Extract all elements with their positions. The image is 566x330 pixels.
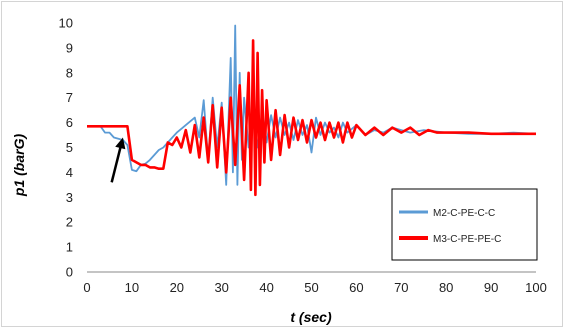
- series-layer: [87, 24, 537, 197]
- x-tick-label: 10: [125, 280, 139, 295]
- x-tick-labels: 0 10 20 30 40 50 60 70 80 90 100: [83, 280, 546, 295]
- y-tick-label: 7: [66, 90, 73, 105]
- y-tick-label: 10: [59, 16, 73, 31]
- legend-label-m3: M3-C-PE-PE-C: [433, 234, 501, 245]
- x-tick-label: 30: [214, 280, 228, 295]
- y-tick-label: 9: [66, 40, 73, 55]
- y-tick-label: 2: [66, 215, 73, 230]
- x-tick-label: 40: [259, 280, 273, 295]
- y-tick-label: 5: [66, 140, 73, 155]
- y-tick-label: 8: [66, 65, 73, 80]
- x-tick-label: 90: [484, 280, 498, 295]
- x-axis-title: t (sec): [290, 309, 332, 325]
- annotation-layer: [110, 137, 126, 183]
- arrow-annotation-head: [115, 137, 126, 150]
- x-tick-label: 80: [439, 280, 453, 295]
- x-tick-label: 70: [394, 280, 408, 295]
- y-tick-label: 3: [66, 190, 73, 205]
- y-tick-label: 1: [66, 240, 73, 255]
- x-tick-label: 0: [83, 280, 90, 295]
- series-line-m3: [87, 39, 536, 197]
- y-tick-label: 4: [66, 165, 73, 180]
- legend-label-m2: M2-C-PE-C-C: [433, 208, 495, 219]
- series-line-m2: [87, 24, 537, 186]
- arrow-annotation-shaft: [110, 145, 123, 183]
- y-tick-label: 6: [66, 115, 73, 130]
- x-tick-label: 20: [170, 280, 184, 295]
- legend: M2-C-PE-C-C M3-C-PE-PE-C: [391, 188, 538, 261]
- y-tick-label: 0: [66, 265, 73, 280]
- y-tick-labels: 0 1 2 3 4 5 6 7 8 9 10: [59, 16, 73, 280]
- legend-box: [391, 188, 538, 261]
- y-axis-title: p1 (barG): [11, 134, 27, 198]
- x-tick-label: 60: [349, 280, 363, 295]
- x-tick-label: 100: [525, 280, 547, 295]
- x-tick-label: 50: [304, 280, 318, 295]
